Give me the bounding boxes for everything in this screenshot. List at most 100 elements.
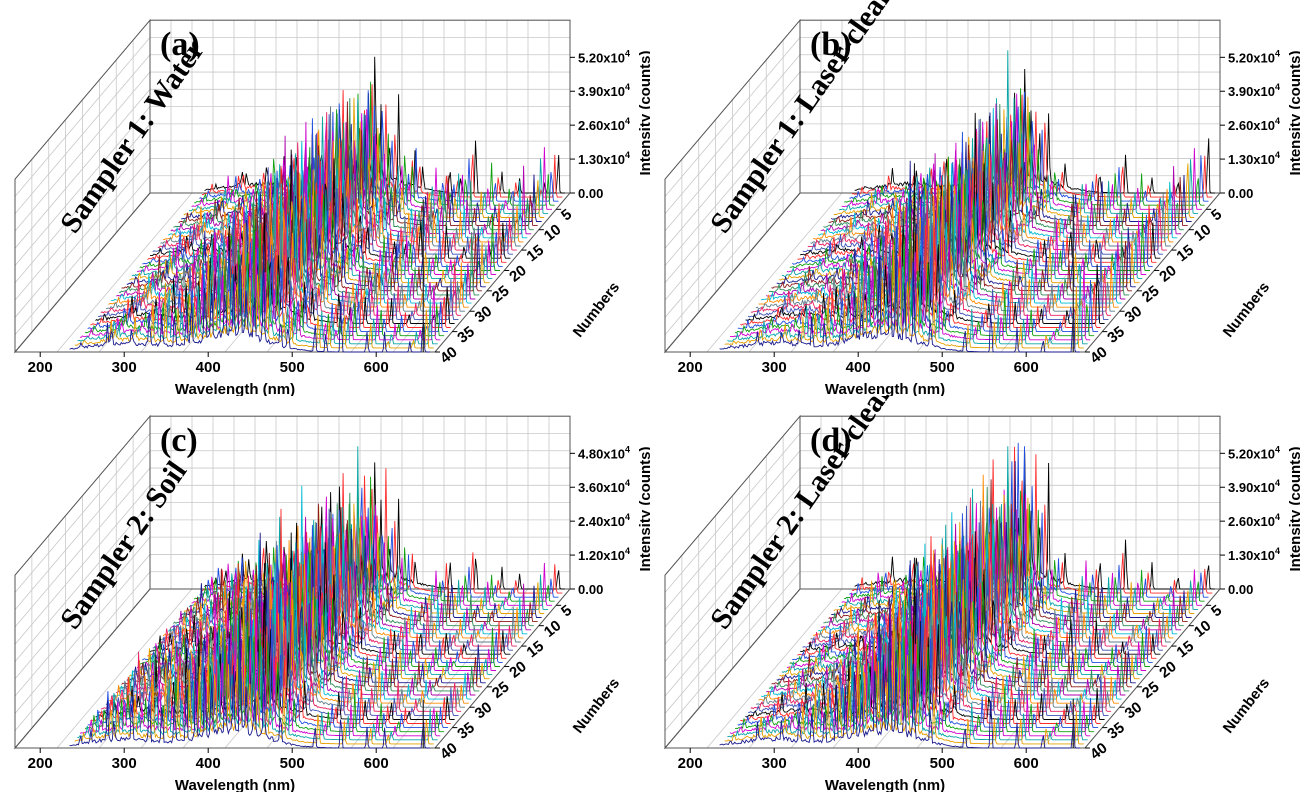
- floor-grid: [56, 588, 193, 749]
- x-tick-label: 200: [28, 755, 53, 772]
- waterfall-chart: 200 300 400 500 600 Wavelength (nm) 0.00 1.20x1…: [13, 414, 654, 794]
- floor-grid: [392, 192, 529, 353]
- spectrum-trace: [730, 206, 1091, 341]
- x-axis-label: Wavelength (nm): [825, 381, 945, 396]
- chart-panel-d: 200 300 400 500 600 Wavelength (nm) 0.00 1.30x1…: [650, 348, 1300, 794]
- y-tick-label: 0.00: [578, 582, 603, 597]
- y-tick-exponent: 4: [625, 546, 630, 556]
- spectrum-trace: [108, 589, 469, 704]
- x-tick-label: 400: [846, 755, 871, 772]
- y-tick-exponent: 4: [1275, 150, 1280, 160]
- side-grid-horizontal: [664, 485, 801, 645]
- spectrum-trace: [201, 468, 563, 594]
- x-tick-label: 600: [364, 359, 389, 376]
- z-tick-label: 35: [1104, 719, 1128, 743]
- waterfall-chart: 200 300 400 500 600 Wavelength (nm) 0.00 1.30x1…: [663, 0, 1300, 398]
- side-grid-horizontal: [664, 433, 801, 593]
- side-grid-horizontal: [14, 467, 151, 628]
- floor-grid: [706, 588, 843, 749]
- spectrum-trace: [727, 627, 1088, 741]
- y-tick-label: 5.20x104: [578, 48, 630, 65]
- chart-panel-c: 200 300 400 500 600 Wavelength (nm) 0.00 1.20x1…: [0, 396, 654, 794]
- spectrum-trace: [178, 101, 538, 227]
- y-tick-label: 2.60x104: [578, 116, 630, 133]
- y-tick-label: 5.20x104: [1228, 48, 1280, 65]
- spectrum-trace: [69, 610, 430, 749]
- z-tick-label: 5: [558, 602, 575, 621]
- side-grid-horizontal: [14, 158, 151, 318]
- z-axis-label: Numbers: [570, 279, 623, 341]
- y-axis: 0.00 1.20x104 2.40x104 3.60x104 4.80x104: [570, 444, 630, 597]
- x-axis-label: Wavelength (nm): [175, 381, 295, 396]
- spectrum-trace: [719, 598, 1080, 749]
- x-axis: 200 300 400 500 600: [678, 352, 1039, 376]
- floor-grid: [56, 192, 193, 353]
- side-grid-horizontal: [664, 158, 801, 318]
- side-grid-horizontal: [14, 519, 151, 680]
- z-tick-label: 40: [437, 343, 461, 367]
- x-tick-label: 400: [196, 359, 221, 376]
- z-tick-label: 35: [1104, 323, 1128, 347]
- spectrum-trace: [74, 580, 434, 745]
- spectrum-trace: [854, 68, 1215, 194]
- x-axis: 200 300 400 500 600: [28, 352, 389, 376]
- y-axis-label: Intensity (counts): [1287, 446, 1300, 571]
- y-tick-exponent: 4: [625, 478, 630, 488]
- panel-label: (c): [160, 422, 198, 459]
- y-tick-exponent: 4: [1275, 116, 1280, 126]
- x-tick-label: 500: [930, 755, 955, 772]
- y-tick-label: 0.00: [1228, 582, 1253, 597]
- floor-grid: [308, 588, 445, 749]
- y-tick-exponent: 4: [1275, 478, 1280, 488]
- z-tick-label: 5: [1208, 602, 1225, 621]
- spectrum-trace: [77, 629, 438, 741]
- z-tick-label: 30: [1122, 699, 1146, 723]
- z-tick-label: 10: [1191, 617, 1215, 641]
- spectrum-trace: [758, 184, 1119, 308]
- z-tick-label: 40: [1087, 739, 1111, 763]
- z-tick-label: 10: [541, 221, 565, 245]
- spectrum-trace: [748, 561, 1109, 716]
- z-tick-label: 25: [1139, 282, 1163, 306]
- side-grid-horizontal: [14, 123, 151, 284]
- side-grid-horizontal: [664, 571, 801, 731]
- spectrum-trace: [807, 497, 1167, 647]
- spectrum-trace: [820, 503, 1182, 631]
- y-tick-label: 1.30x104: [578, 150, 630, 167]
- x-tick-label: 300: [762, 755, 787, 772]
- spectra-traces: [719, 50, 1215, 353]
- side-grid-horizontal: [664, 175, 801, 335]
- sample-title: Sampler 1: Water: [54, 34, 211, 239]
- z-tick-label: 15: [524, 638, 548, 662]
- x-tick-label: 300: [762, 359, 787, 376]
- y-axis: 0.00 1.30x104 2.60x104 3.90x104 5.20x104: [570, 48, 630, 201]
- floor-grid: [958, 588, 1095, 749]
- spectrum-trace: [760, 194, 1122, 304]
- x-axis-label: Wavelength (nm): [825, 777, 945, 792]
- side-grid-horizontal: [14, 37, 151, 197]
- x-tick-label: 400: [846, 359, 871, 376]
- x-tick-label: 600: [364, 755, 389, 772]
- side-grid-horizontal: [664, 89, 801, 249]
- y-tick-exponent: 4: [1275, 512, 1280, 522]
- side-wall: [14, 414, 151, 750]
- z-tick-label: 20: [506, 262, 530, 286]
- x-axis-label: Wavelength (nm): [175, 777, 295, 792]
- x-tick-label: 300: [112, 359, 137, 376]
- floor-grid: [748, 588, 885, 749]
- y-tick-exponent: 4: [625, 116, 630, 126]
- side-grid-horizontal: [664, 140, 801, 301]
- side-grid-horizontal: [664, 450, 801, 611]
- z-tick-label: 20: [506, 658, 530, 682]
- side-grid-horizontal: [664, 519, 801, 680]
- side-grid-horizontal: [14, 571, 151, 731]
- spectrum-trace: [87, 608, 449, 729]
- y-axis-label: Intensity (counts): [637, 446, 650, 571]
- z-tick-label: 5: [1208, 206, 1225, 225]
- y-tick-label: 3.90x104: [1228, 478, 1280, 495]
- y-tick-exponent: 4: [1275, 82, 1280, 92]
- z-axis-label: Numbers: [1220, 279, 1273, 341]
- z-axis-label: Numbers: [1220, 675, 1273, 737]
- back-wall: [149, 415, 571, 590]
- spectrum-trace: [800, 526, 1161, 655]
